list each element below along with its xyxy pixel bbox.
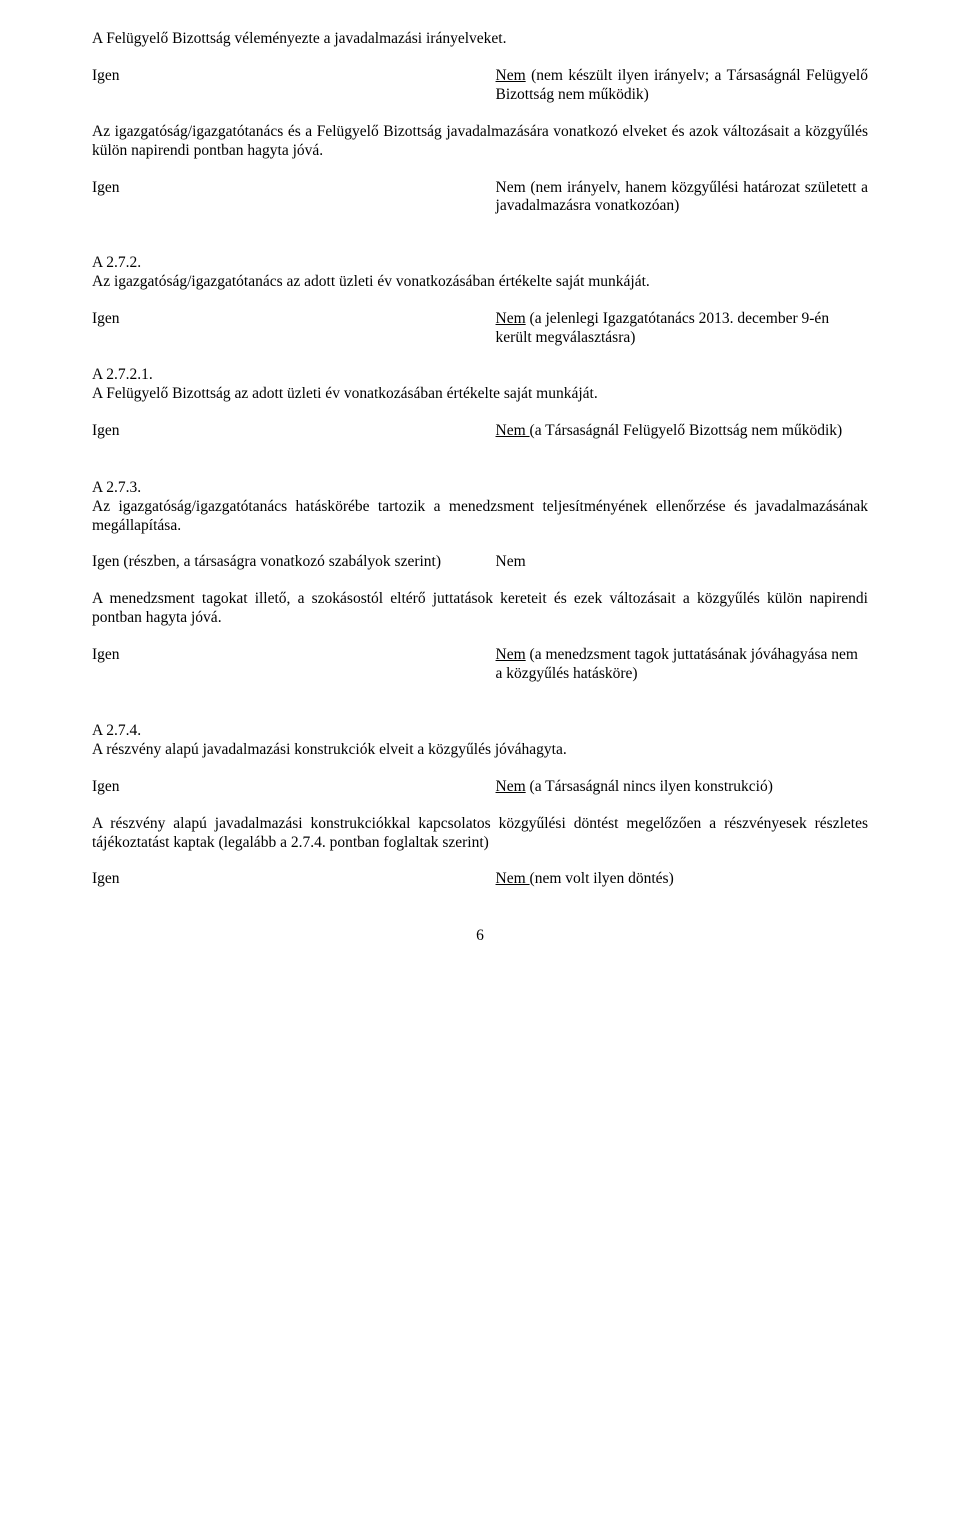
answer-igen: Igen (részben, a társaságra vonatkozó sz… xyxy=(92,553,464,572)
section-a274: A 2.7.4. A részvény alapú javadalmazási … xyxy=(92,722,868,889)
nem-underlined: Nem xyxy=(496,422,530,439)
paragraph: A Felügyelő Bizottság véleményezte a jav… xyxy=(92,30,868,49)
answer-row: Igen Nem (a menedzsment tagok juttatásán… xyxy=(92,646,868,684)
section-heading: A 2.7.2. xyxy=(92,254,868,273)
answer-igen: Igen xyxy=(92,870,464,889)
answer-nem: Nem (nem készült ilyen irányelv; a Társa… xyxy=(496,67,868,105)
answer-row: Igen Nem (nem irányelv, hanem közgyűlési… xyxy=(92,179,868,217)
nem-rest: (nem készült ilyen irányelv; a Társaságn… xyxy=(496,67,868,103)
answer-nem: Nem (nem volt ilyen döntés) xyxy=(496,870,868,889)
nem-rest: (nem volt ilyen döntés) xyxy=(530,870,674,887)
nem-rest: (a menedzsment tagok juttatásának jóváha… xyxy=(496,646,858,682)
section-heading: A 2.7.2.1. xyxy=(92,366,868,385)
paragraph: Az igazgatóság/igazgatótanács az adott ü… xyxy=(92,273,868,292)
paragraph: Az igazgatóság/igazgatótanács és a Felüg… xyxy=(92,123,868,161)
nem-rest: (a Társaságnál Felügyelő Bizottság nem m… xyxy=(530,422,843,439)
section-a272: A 2.7.2. Az igazgatóság/igazgatótanács a… xyxy=(92,254,868,440)
nem-underlined: Nem xyxy=(496,646,526,663)
section-intro: A Felügyelő Bizottság véleményezte a jav… xyxy=(92,30,868,216)
answer-nem: Nem (a jelenlegi Igazgatótanács 2013. de… xyxy=(496,310,868,348)
answer-nem: Nem (nem irányelv, hanem közgyűlési hatá… xyxy=(496,179,868,217)
paragraph: Az igazgatóság/igazgatótanács hatásköréb… xyxy=(92,498,868,536)
answer-row: Igen Nem (nem volt ilyen döntés) xyxy=(92,870,868,889)
section-a273: A 2.7.3. Az igazgatóság/igazgatótanács h… xyxy=(92,479,868,684)
section-block: A 2.7.4. A részvény alapú javadalmazási … xyxy=(92,722,868,760)
answer-nem: Nem xyxy=(496,553,868,572)
answer-igen: Igen xyxy=(92,67,464,105)
paragraph: A részvény alapú javadalmazási konstrukc… xyxy=(92,815,868,853)
nem-underlined: Nem xyxy=(496,67,526,84)
answer-igen: Igen xyxy=(92,179,464,217)
nem-underlined: Nem xyxy=(496,778,526,795)
answer-row: Igen (részben, a társaságra vonatkozó sz… xyxy=(92,553,868,572)
paragraph: A részvény alapú javadalmazási konstrukc… xyxy=(92,741,868,760)
answer-igen: Igen xyxy=(92,422,464,441)
answer-row: Igen Nem (a Társaságnál Felügyelő Bizott… xyxy=(92,422,868,441)
nem-underlined: Nem xyxy=(496,870,530,887)
nem-rest: (a Társaságnál nincs ilyen konstrukció) xyxy=(526,778,773,795)
answer-nem: Nem (a Társaságnál Felügyelő Bizottság n… xyxy=(496,422,868,441)
answer-igen: Igen xyxy=(92,310,464,348)
nem-rest: (a jelenlegi Igazgatótanács 2013. decemb… xyxy=(496,310,830,346)
answer-row: Igen Nem (a jelenlegi Igazgatótanács 201… xyxy=(92,310,868,348)
page-number: 6 xyxy=(92,927,868,946)
section-block: A 2.7.3. Az igazgatóság/igazgatótanács h… xyxy=(92,479,868,536)
answer-igen: Igen xyxy=(92,646,464,684)
section-heading: A 2.7.4. xyxy=(92,722,868,741)
section-block: A 2.7.2.1. A Felügyelő Bizottság az adot… xyxy=(92,366,868,404)
nem-underlined: Nem xyxy=(496,310,526,327)
answer-nem: Nem (a Társaságnál nincs ilyen konstrukc… xyxy=(496,778,868,797)
section-heading: A 2.7.3. xyxy=(92,479,868,498)
paragraph: A Felügyelő Bizottság az adott üzleti év… xyxy=(92,385,868,404)
section-block: A 2.7.2. Az igazgatóság/igazgatótanács a… xyxy=(92,254,868,292)
paragraph: A menedzsment tagokat illető, a szokásos… xyxy=(92,590,868,628)
answer-row: Igen Nem (nem készült ilyen irányelv; a … xyxy=(92,67,868,105)
answer-row: Igen Nem (a Társaságnál nincs ilyen kons… xyxy=(92,778,868,797)
answer-nem: Nem (a menedzsment tagok juttatásának jó… xyxy=(496,646,868,684)
answer-igen: Igen xyxy=(92,778,464,797)
